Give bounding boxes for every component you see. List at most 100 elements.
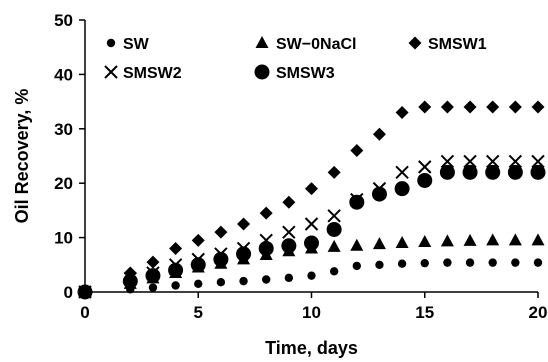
data-point [146,271,160,284]
data-point [395,105,409,119]
data-point [282,225,296,239]
data-point [465,258,475,267]
legend-entry: SW−0NaCl [255,36,356,53]
data-point [259,206,273,220]
data-point [148,283,158,292]
data-point [439,164,455,180]
legend: SW SW−0NaCl SMSW1 SMSW2 SMSW3 [104,36,487,82]
data-point [508,233,522,246]
data-point [168,258,183,272]
data-point [236,241,251,256]
data-point [508,154,523,169]
data-point [194,279,203,289]
legend-marker [255,36,269,48]
legend-marker [106,38,116,48]
data-point [307,271,316,280]
data-point [304,217,319,231]
x-axis-title: Time, days [265,338,358,358]
data-point [371,186,387,202]
data-point [284,273,294,283]
data-point [214,247,228,261]
legend-marker [254,64,270,80]
data-point [326,221,342,237]
series-smsw2 [78,154,545,299]
data-point [507,164,523,180]
series-sw [80,258,543,297]
data-point [305,241,318,254]
data-point [169,241,183,255]
legend-entry: SMSW1 [408,36,487,53]
legend-label: SMSW3 [276,65,335,82]
y-tick-label: 20 [54,174,73,193]
data-point [259,248,273,261]
data-point [171,281,180,290]
data-point [463,100,477,114]
y-tick-label: 30 [54,120,73,139]
data-point [350,238,364,251]
data-point [395,165,409,180]
legend-label: SW−0NaCl [276,36,356,53]
data-point [372,127,386,141]
data-point [327,239,341,252]
data-point [417,172,433,188]
data-point [531,100,545,114]
legend-entry: SMSW3 [254,64,335,82]
data-point [146,255,160,269]
data-point [511,258,520,267]
y-tick-label: 0 [64,283,73,302]
data-point [350,192,364,207]
data-point [169,265,183,278]
data-point [485,164,501,180]
data-point [214,256,228,269]
legend-label: SMSW1 [428,36,487,53]
data-point [530,164,546,180]
legend-label: SMSW2 [123,65,182,82]
data-point [485,154,500,169]
data-point [126,285,135,294]
data-point [463,233,477,246]
data-point [508,100,522,114]
data-point [305,182,318,196]
y-tick-label: 50 [54,11,73,30]
data-point [486,233,500,246]
data-point [418,160,432,174]
y-tick-label: 40 [54,65,73,84]
data-point [80,287,90,297]
data-point [191,252,205,267]
data-point [191,233,205,247]
data-point [282,244,296,257]
data-point [531,154,545,169]
data-point [463,154,477,169]
data-point [329,267,339,276]
data-point [349,194,365,210]
data-point [440,154,455,169]
data-point [372,237,386,250]
data-point [486,100,500,114]
data-point [259,233,273,248]
legend-entry: SW [106,36,150,53]
data-point [443,258,452,267]
data-point [462,164,478,180]
x-tick-label: 5 [194,303,203,322]
x-axis-ticks: 0 5 10 15 20 [80,292,547,322]
y-axis-ticks: 0 10 20 30 40 50 [54,11,85,302]
plot-area: 0 5 10 15 20 0 10 20 30 40 50 [54,11,547,322]
y-tick-label: 10 [54,229,73,248]
data-point [191,260,205,273]
series-sw-0nacl [78,233,545,297]
data-point [418,234,432,247]
data-point [239,276,248,286]
data-point [440,234,454,247]
data-point [237,252,251,265]
legend-label: SW [123,36,150,53]
legend-marker [408,36,422,50]
data-point [418,100,432,114]
x-tick-label: 20 [529,303,548,322]
data-point [237,217,251,231]
legend-entry: SMSW2 [104,65,182,82]
data-point [533,258,543,267]
legend-marker [104,65,118,79]
data-point [216,278,226,287]
data-point [420,258,429,268]
